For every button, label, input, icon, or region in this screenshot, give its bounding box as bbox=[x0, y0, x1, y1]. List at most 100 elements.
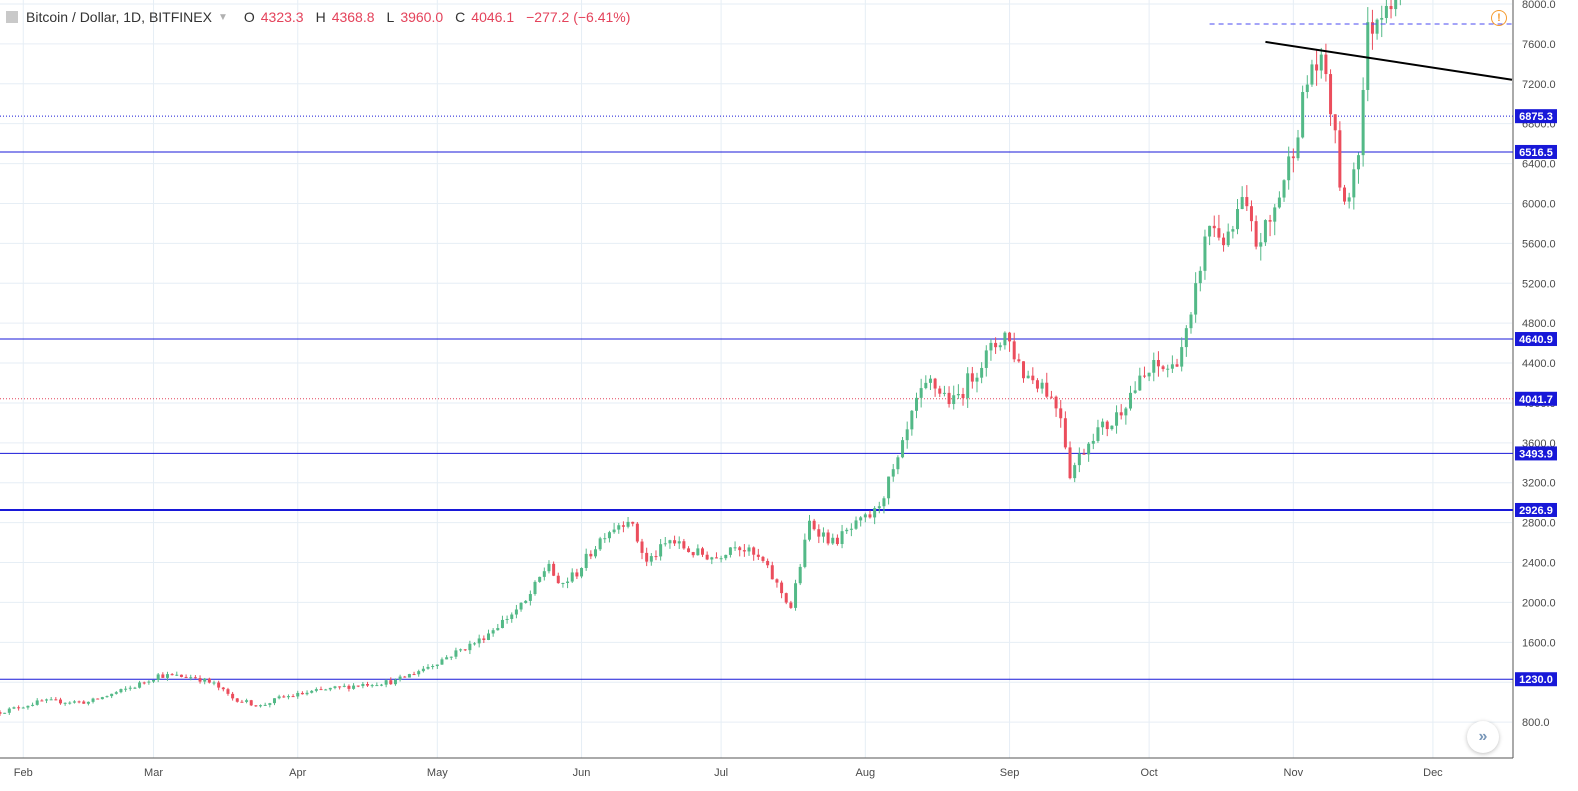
candle-body bbox=[1282, 180, 1286, 198]
candle-body bbox=[547, 563, 551, 572]
level-badge-label: 6516.5 bbox=[1519, 147, 1553, 159]
level-badge bbox=[1515, 391, 1557, 406]
candle-body bbox=[477, 638, 481, 644]
candle-body bbox=[217, 682, 221, 688]
candle-body bbox=[1180, 347, 1184, 367]
candle-body bbox=[370, 685, 374, 687]
candle-body bbox=[1124, 408, 1128, 416]
candle-body bbox=[1156, 360, 1160, 367]
candle-body bbox=[347, 685, 351, 689]
chart-axes: 800.01200.01600.02000.02400.02800.03200.… bbox=[0, 0, 1556, 779]
candle-body bbox=[119, 689, 123, 693]
candle-body bbox=[1263, 220, 1267, 243]
candle-body bbox=[417, 671, 421, 675]
candle-body bbox=[691, 552, 695, 556]
candle-body bbox=[1040, 382, 1044, 389]
horizontal-levels[interactable] bbox=[0, 115, 1513, 680]
candle-body bbox=[1208, 225, 1212, 237]
symbol-title[interactable]: Bitcoin / Dollar, 1D, BITFINEX bbox=[26, 9, 212, 25]
candle-body bbox=[1161, 366, 1165, 370]
candle-body bbox=[938, 388, 942, 394]
candle-body bbox=[245, 700, 249, 702]
candle-body bbox=[738, 547, 742, 551]
candle-body bbox=[454, 650, 458, 657]
candle-body bbox=[1231, 229, 1235, 232]
chevron-down-icon[interactable]: ▼ bbox=[217, 11, 228, 23]
candle-body bbox=[626, 521, 630, 527]
candle-body bbox=[1068, 447, 1072, 479]
candle-body bbox=[1259, 242, 1263, 247]
candle-body bbox=[445, 657, 449, 660]
candle-body bbox=[1022, 361, 1026, 379]
candle-body bbox=[100, 697, 104, 700]
candle-body bbox=[491, 630, 495, 634]
scroll-to-realtime-button[interactable]: » bbox=[1467, 721, 1499, 753]
candle-body bbox=[714, 557, 718, 559]
candle-body bbox=[514, 609, 518, 615]
candle-body bbox=[645, 552, 649, 562]
candle-body bbox=[966, 373, 970, 399]
candle-body bbox=[696, 548, 700, 556]
candle-body bbox=[673, 540, 677, 544]
candle-body bbox=[775, 579, 779, 583]
x-tick-label: Sep bbox=[1000, 767, 1020, 779]
candle-body bbox=[1133, 390, 1137, 393]
candle-body bbox=[761, 556, 765, 561]
candle-body bbox=[128, 687, 132, 689]
candle-body bbox=[1245, 197, 1249, 207]
high-key: H bbox=[315, 9, 326, 25]
candle-body bbox=[1017, 359, 1021, 362]
alert-icon[interactable]: ! bbox=[1491, 10, 1507, 26]
level-badge-label: 6875.3 bbox=[1519, 111, 1553, 123]
candle-body bbox=[384, 680, 388, 685]
candle-body bbox=[175, 674, 179, 676]
candle-body bbox=[840, 531, 844, 545]
x-tick-label: Nov bbox=[1284, 767, 1304, 779]
candle-body bbox=[877, 506, 881, 509]
candle-body bbox=[91, 698, 95, 702]
symbol-legend: Bitcoin / Dollar, 1D, BITFINEX ▼ O 4323.3… bbox=[6, 6, 636, 28]
candle-body bbox=[231, 693, 235, 699]
candle-body bbox=[1366, 22, 1370, 90]
candle-body bbox=[356, 685, 360, 687]
candle-body bbox=[654, 556, 658, 558]
candle-body bbox=[1384, 5, 1388, 18]
candle-body bbox=[212, 682, 216, 684]
candle-body bbox=[1254, 221, 1258, 247]
candle-body bbox=[1273, 207, 1277, 222]
y-tick-label: 7600.0 bbox=[1522, 39, 1556, 51]
candle-body bbox=[538, 576, 542, 582]
candle-body bbox=[31, 704, 35, 706]
candle-body bbox=[752, 547, 756, 555]
candle-body bbox=[431, 666, 435, 668]
candle-body bbox=[905, 429, 909, 441]
candle-body bbox=[887, 476, 891, 499]
y-tick-label: 2400.0 bbox=[1522, 558, 1556, 570]
candle-body bbox=[1003, 332, 1007, 346]
candle-body bbox=[710, 557, 714, 560]
candle-body bbox=[263, 704, 267, 706]
candle-body bbox=[1166, 368, 1170, 370]
candle-body bbox=[184, 676, 188, 678]
candle-body bbox=[426, 666, 430, 669]
candle-body bbox=[63, 702, 67, 704]
candle-body bbox=[1194, 283, 1198, 315]
candle-body bbox=[747, 547, 751, 552]
candle-body bbox=[668, 540, 672, 544]
candle-body bbox=[0, 712, 2, 714]
chart-drawings[interactable] bbox=[1209, 23, 1513, 81]
candle-body bbox=[635, 523, 639, 542]
candle-body bbox=[1147, 372, 1151, 377]
candle-body bbox=[915, 397, 919, 411]
candle-body bbox=[1059, 408, 1063, 419]
candle-body bbox=[961, 394, 965, 399]
candle-body bbox=[26, 705, 30, 708]
level-badge bbox=[1515, 109, 1557, 124]
candle-body bbox=[901, 440, 905, 458]
candle-body bbox=[82, 701, 86, 704]
candle-body bbox=[240, 701, 244, 703]
candle-body bbox=[49, 699, 53, 701]
candle-body bbox=[528, 594, 532, 601]
x-tick-label: Dec bbox=[1423, 767, 1443, 779]
